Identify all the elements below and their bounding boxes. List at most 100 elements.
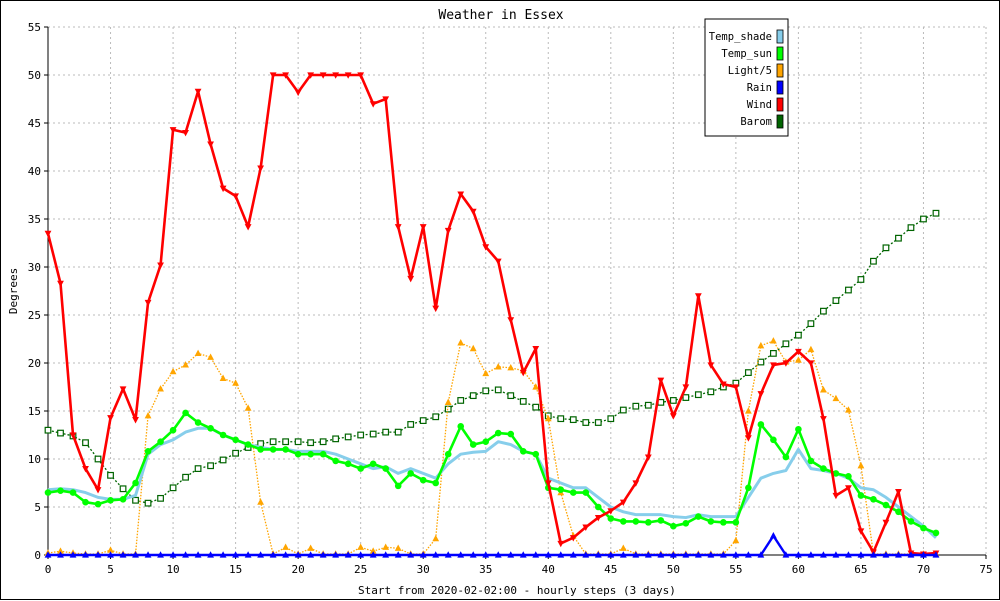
data-point — [307, 544, 315, 551]
data-point — [632, 402, 640, 410]
x-tick-label: 70 — [917, 563, 930, 576]
data-point — [407, 421, 415, 428]
data-point — [219, 374, 227, 381]
data-point — [282, 551, 290, 558]
data-point — [132, 551, 139, 558]
data-point — [69, 489, 77, 496]
data-point — [94, 487, 102, 494]
y-tick-label: 50 — [28, 69, 41, 82]
data-point — [244, 404, 252, 411]
data-point — [607, 515, 615, 522]
data-point — [232, 379, 239, 386]
data-point — [382, 543, 390, 550]
data-point — [469, 551, 477, 558]
data-point — [357, 551, 365, 558]
y-tick-label: 0 — [34, 549, 41, 562]
series-layer — [44, 72, 940, 558]
data-point — [794, 331, 802, 339]
data-point — [457, 397, 465, 404]
data-point — [144, 499, 152, 507]
data-point — [169, 367, 177, 375]
data-point — [832, 551, 840, 558]
data-point — [219, 431, 227, 439]
data-point — [344, 551, 352, 558]
data-point — [344, 433, 352, 441]
data-point — [644, 454, 652, 461]
data-point — [382, 465, 389, 472]
data-point — [44, 489, 52, 496]
data-point — [907, 224, 915, 232]
data-point — [382, 428, 390, 436]
data-point — [882, 501, 890, 509]
data-point — [670, 522, 677, 530]
data-point — [369, 547, 377, 554]
data-point — [282, 438, 290, 446]
data-point — [157, 494, 164, 502]
data-point — [244, 551, 252, 558]
data-point — [482, 438, 490, 446]
data-point — [807, 551, 815, 558]
data-point — [182, 473, 189, 481]
data-point — [469, 441, 477, 448]
data-point — [307, 551, 315, 558]
data-point — [332, 72, 340, 79]
data-point — [107, 496, 114, 504]
data-point — [544, 414, 552, 422]
data-point — [532, 403, 540, 411]
data-point — [807, 345, 815, 353]
data-point — [432, 413, 440, 421]
data-point — [620, 518, 627, 525]
data-point — [832, 394, 840, 402]
data-point — [444, 450, 452, 458]
data-point — [694, 391, 702, 399]
data-point — [782, 360, 790, 367]
data-point — [132, 417, 139, 424]
data-point — [207, 462, 214, 470]
data-point — [332, 551, 340, 558]
data-point — [57, 551, 64, 558]
data-point — [632, 518, 640, 525]
data-point — [432, 551, 440, 558]
data-point — [532, 346, 540, 353]
data-point — [757, 551, 765, 558]
data-point — [594, 503, 602, 511]
data-point — [82, 466, 89, 473]
data-point — [269, 446, 277, 453]
data-point — [632, 551, 640, 558]
data-point — [882, 519, 890, 527]
data-point — [820, 465, 827, 472]
data-point — [157, 385, 164, 392]
data-point — [619, 499, 627, 506]
data-point — [357, 431, 365, 439]
data-point — [307, 450, 314, 458]
data-point — [507, 364, 515, 371]
y-tick-label: 40 — [28, 165, 41, 178]
data-point — [107, 471, 114, 479]
x-tick-label: 0 — [45, 563, 52, 576]
data-point — [795, 551, 802, 558]
data-point — [119, 485, 127, 493]
data-point — [182, 551, 189, 558]
data-point — [57, 429, 64, 437]
legend-swatch — [776, 46, 784, 61]
data-point — [582, 419, 590, 426]
data-point — [769, 337, 777, 344]
data-point — [232, 551, 239, 558]
data-point — [857, 492, 865, 499]
data-point — [432, 479, 440, 487]
data-point — [669, 413, 677, 420]
data-point — [494, 386, 502, 394]
data-point — [332, 435, 340, 443]
data-point — [357, 543, 365, 550]
data-point — [707, 518, 715, 525]
data-point — [344, 72, 352, 79]
data-point — [169, 551, 177, 558]
y-tick-label: 35 — [28, 213, 41, 226]
data-point — [857, 528, 865, 535]
chart-title: Weather in Essex — [438, 8, 563, 23]
data-point — [932, 209, 940, 217]
data-point — [769, 350, 777, 357]
x-tick-label: 75 — [979, 563, 992, 576]
data-point — [557, 415, 565, 423]
data-point — [294, 551, 302, 558]
